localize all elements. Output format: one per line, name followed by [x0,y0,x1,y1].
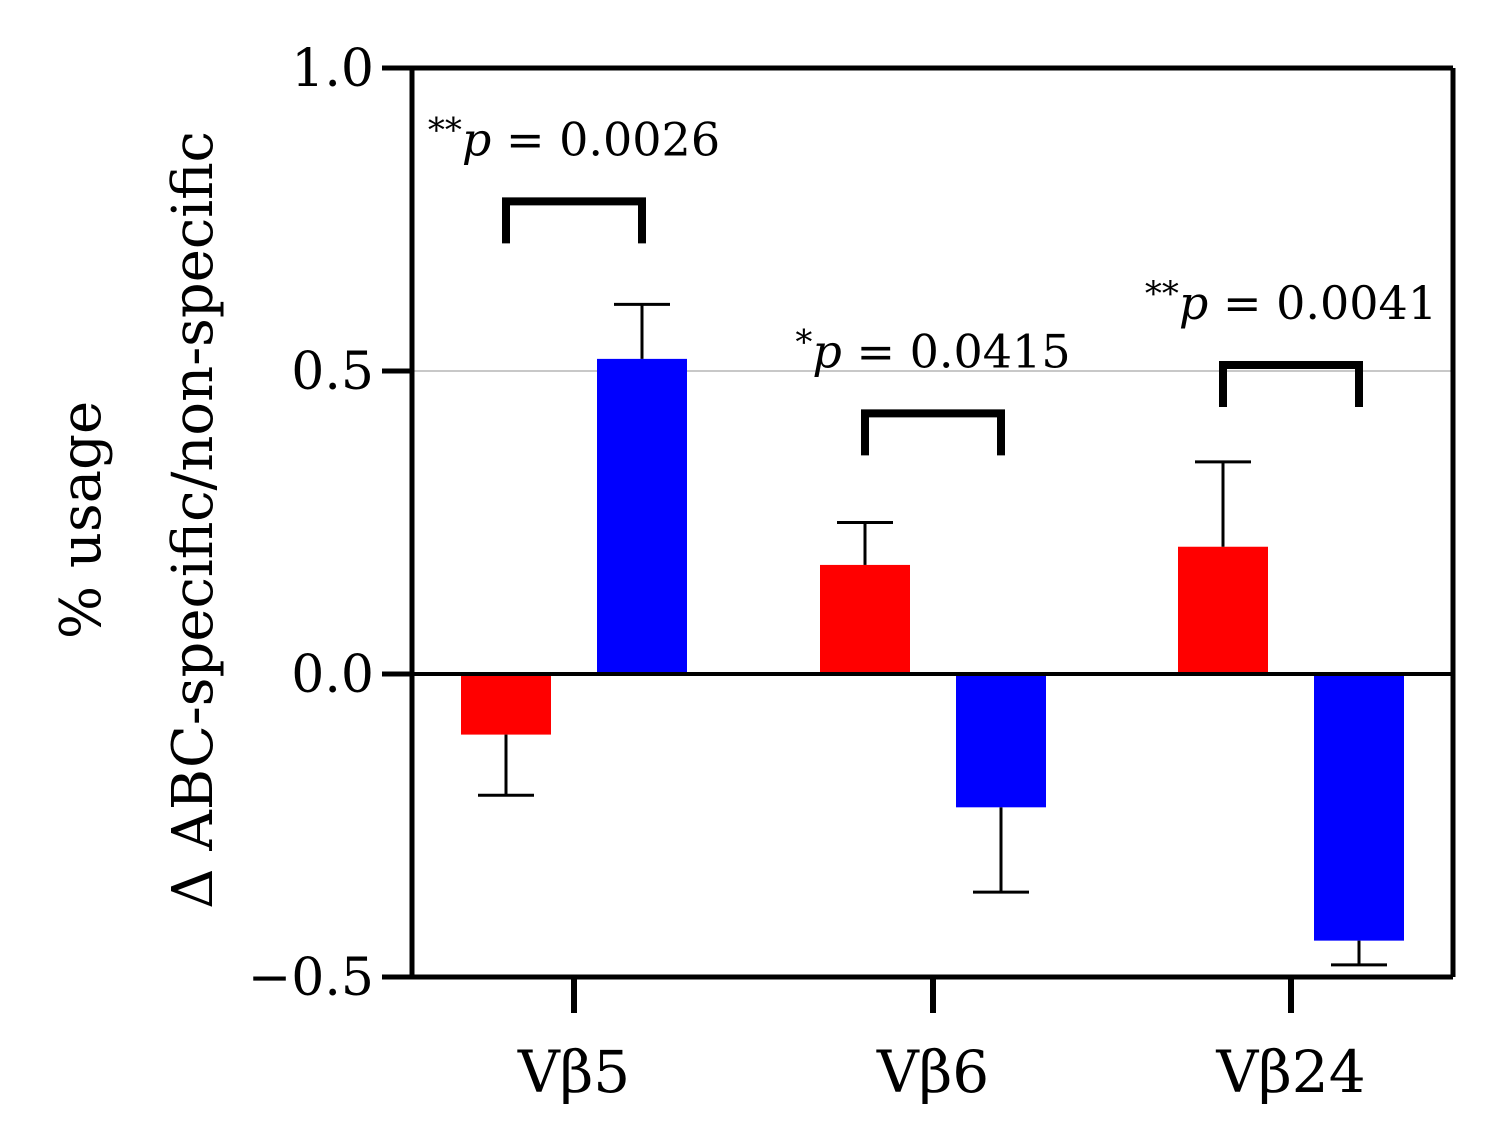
p-value-text-2: = 0.0041 [1208,276,1437,330]
p-value-symbol-0: p [462,112,491,166]
x-tick-label-2: Vβ24 [1215,1038,1365,1106]
p-value-stars-2: ** [1145,274,1179,314]
y-axis-label-line2: Δ ABC-specific/non-specific [161,131,226,909]
labels-layer: % usage Δ ABC-specific/non-specific [49,131,226,909]
x-tick-label-0: Vβ5 [517,1038,630,1106]
significance-bracket-0 [502,197,646,244]
bar-red-0 [461,674,551,735]
y-axis-label-line1: % usage [49,401,114,639]
p-value-label-1: *p = 0.0415 [795,322,1070,378]
p-value-stars-1: * [795,322,812,362]
bars-layer [461,302,1404,967]
p-value-label-2: **p = 0.0041 [1145,274,1437,330]
x-tick-label-1: Vβ6 [876,1038,989,1106]
axes-layer: −0.5 0.0 0.5 1.0 Vβ5 Vβ6 Vβ24 [248,39,1456,1106]
p-value-text-1: = 0.0415 [842,324,1071,378]
significance-bracket-2 [1219,360,1363,407]
p-value-symbol-2: p [1179,276,1208,330]
bar-blue-1 [956,674,1046,808]
bar-red-1 [820,564,910,674]
significance-bracket-1 [861,409,1005,456]
annotations-layer: **p = 0.0026*p = 0.0415**p = 0.0041 [428,110,1437,456]
bar-blue-2 [1314,674,1404,941]
y-tick-label-2: 0.5 [291,342,374,402]
y-tick-label-3: 1.0 [291,39,374,99]
p-value-stars-0: ** [428,110,462,150]
y-tick-label-0: −0.5 [248,948,374,1008]
bar-blue-0 [597,358,687,674]
p-value-text-0: = 0.0026 [491,112,720,166]
bar-red-2 [1178,546,1268,674]
p-value-label-0: **p = 0.0026 [428,110,720,166]
y-tick-label-1: 0.0 [291,645,374,705]
p-value-symbol-1: p [812,324,841,378]
